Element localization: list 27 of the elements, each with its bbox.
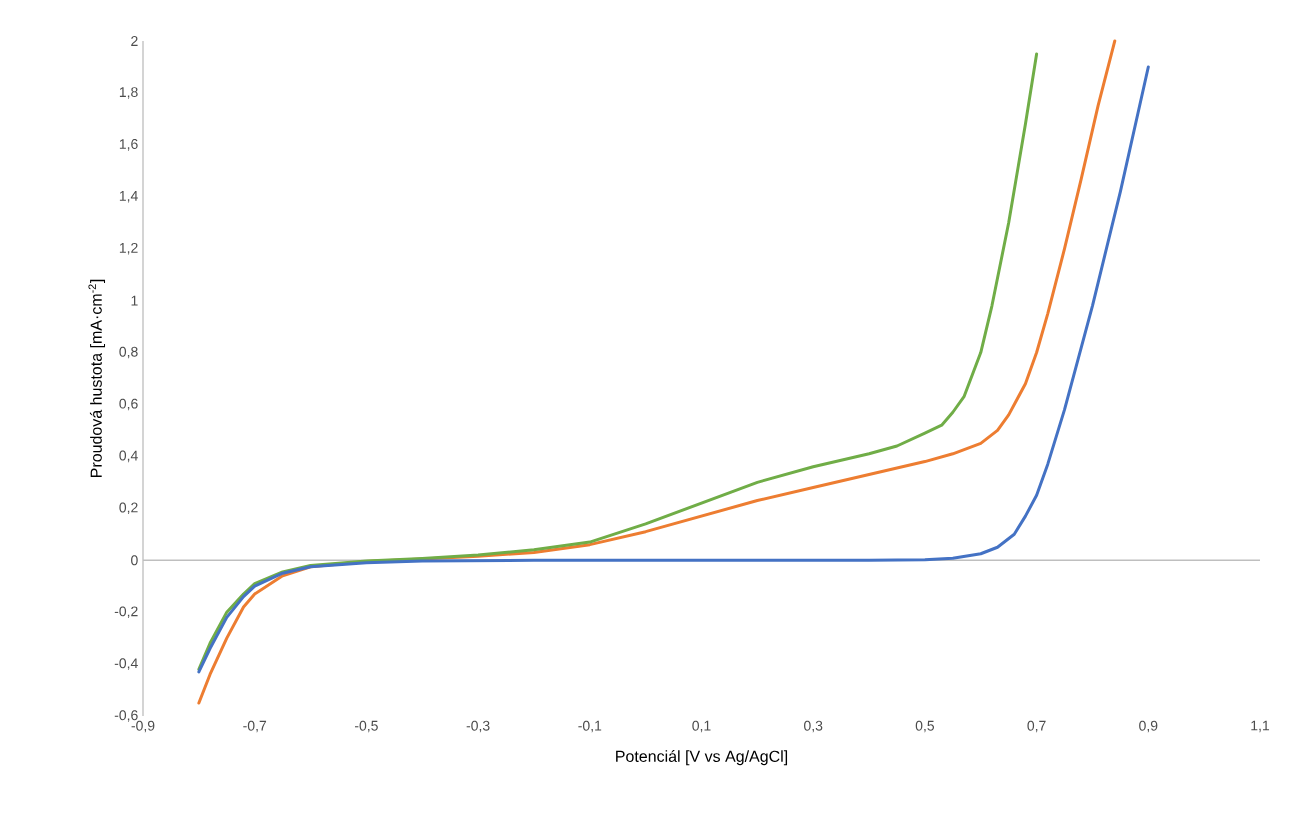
x-tick-label: -0,9 [131, 720, 155, 733]
y-tick-label: -0,2 [114, 606, 138, 618]
x-tick-label: 0,1 [692, 720, 711, 733]
x-tick-label: 0,5 [915, 720, 935, 733]
y-tick-label: -0,6 [114, 710, 138, 722]
x-tick-label: -0,7 [243, 720, 267, 733]
y-tick-label: 0,4 [119, 450, 138, 463]
x-tick-label: 0,9 [1139, 720, 1158, 733]
y-tick-label: 1,6 [119, 139, 138, 151]
x-tick-label: 1,1 [1251, 720, 1270, 733]
y-axis-title: Proudová hustota [mA·cm$^{-2}$] [88, 279, 106, 477]
x-axis-title: Potenciál [V vs Ag/AgCl] [616, 750, 788, 766]
y-tick-label: 1 [131, 295, 138, 306]
x-tick-label: 0,3 [804, 720, 823, 733]
y-tick-label: 1,8 [119, 87, 138, 99]
y-tick-label: 0,6 [119, 398, 138, 411]
x-tick-label: -0,3 [466, 720, 490, 733]
y-tick-label: 1,4 [119, 191, 138, 203]
y-tick-label: -0,4 [114, 658, 138, 670]
y-tick-label: 0 [131, 555, 138, 566]
y-tick-label: 1,2 [119, 242, 138, 255]
x-tick-label: 0,7 [1027, 720, 1046, 733]
y-tick-label: 2 [131, 36, 138, 46]
y-tick-label: 0,2 [119, 502, 138, 515]
y-tick-label: 0,8 [119, 346, 138, 359]
x-tick-label: -0,1 [578, 720, 602, 733]
x-tick-label: -0,5 [354, 720, 378, 733]
